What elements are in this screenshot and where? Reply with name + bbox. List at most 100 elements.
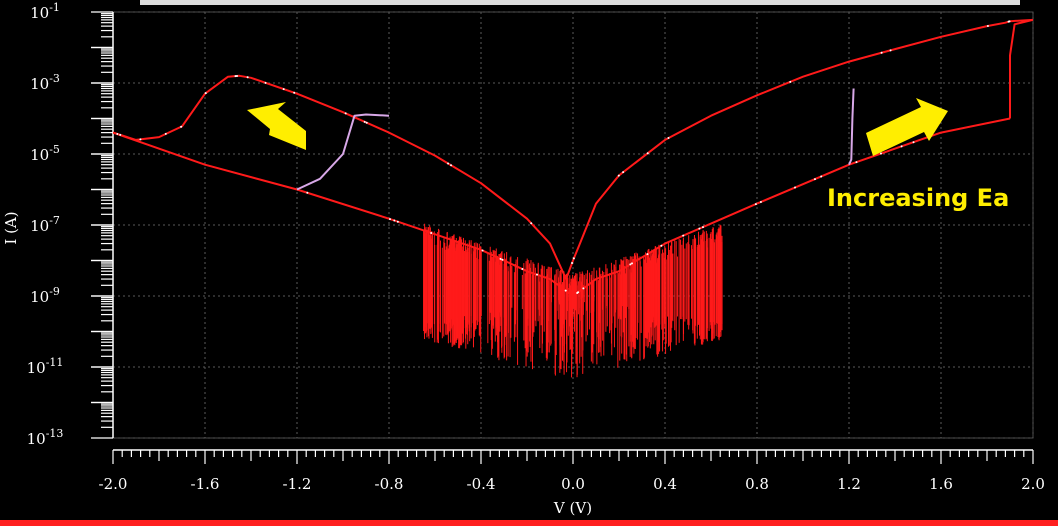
- x-tick-label: 1.2: [837, 475, 861, 493]
- series-line: [296, 113, 390, 191]
- x-tick-label: -0.4: [467, 475, 496, 493]
- y-tick-base: 10: [30, 4, 49, 22]
- y-tick-exponent: -7: [49, 214, 60, 227]
- y-tick-label: 10-1: [30, 1, 60, 22]
- data-marker: [631, 262, 633, 265]
- data-marker: [582, 287, 585, 290]
- data-marker: [880, 51, 883, 54]
- x-tick-label: 0.8: [745, 475, 769, 493]
- y-tick-exponent: -5: [49, 143, 60, 156]
- data-marker: [629, 263, 632, 266]
- data-marker: [617, 174, 620, 177]
- data-marker: [293, 91, 296, 94]
- y-tick-label: 10-11: [27, 356, 64, 377]
- data-marker: [912, 141, 915, 144]
- data-marker: [622, 171, 625, 174]
- data-marker: [646, 253, 649, 256]
- data-marker: [754, 203, 757, 206]
- data-marker: [246, 76, 249, 79]
- data-marker: [789, 80, 792, 83]
- data-marker: [430, 231, 433, 234]
- data-marker: [499, 257, 502, 260]
- x-tick-label: 1.6: [929, 475, 953, 493]
- data-marker: [889, 49, 892, 52]
- data-marker: [1007, 20, 1010, 23]
- data-marker: [234, 75, 237, 78]
- y-tick-label: 10-5: [30, 143, 60, 164]
- data-marker: [646, 152, 649, 155]
- x-tick-label: 0.4: [653, 475, 677, 493]
- arrow-right-icon: [866, 98, 948, 156]
- data-marker: [660, 244, 663, 247]
- data-marker: [879, 152, 882, 155]
- y-tick-exponent: -1: [49, 1, 60, 14]
- y-tick-exponent: -3: [49, 72, 60, 85]
- data-marker: [393, 219, 396, 222]
- x-tick-label: -1.2: [283, 475, 312, 493]
- data-marker: [572, 257, 575, 260]
- data-marker: [139, 138, 142, 141]
- data-marker: [577, 291, 580, 294]
- x-axis-title: V (V): [553, 499, 592, 517]
- y-tick-label: 10-7: [30, 214, 60, 235]
- data-marker: [682, 234, 685, 237]
- data-marker: [235, 74, 238, 77]
- annotation-increasing-ea: Increasing Ea: [827, 184, 1009, 212]
- y-tick-exponent: -9: [49, 285, 60, 298]
- data-marker: [180, 125, 183, 128]
- y-tick-exponent: -11: [46, 356, 64, 369]
- y-tick-base: 10: [30, 217, 49, 235]
- data-marker: [536, 273, 539, 276]
- y-tick-base: 10: [30, 75, 49, 93]
- data-marker: [481, 249, 484, 252]
- data-marker: [264, 81, 267, 84]
- data-marker: [820, 175, 823, 178]
- data-marker: [396, 220, 399, 223]
- data-marker: [204, 92, 207, 95]
- y-tick-base: 10: [27, 430, 46, 448]
- x-tick-label: -2.0: [99, 475, 128, 493]
- data-marker: [306, 191, 309, 194]
- x-tick-label: -1.6: [191, 475, 220, 493]
- data-marker: [119, 133, 122, 136]
- data-marker: [900, 145, 903, 148]
- data-marker: [571, 262, 574, 265]
- arrow-left-icon: [247, 102, 306, 150]
- y-tick-label: 10-9: [30, 285, 60, 306]
- y-axis-title: I (A): [2, 211, 20, 244]
- x-tick-label: 0.0: [561, 475, 585, 493]
- data-marker: [759, 200, 762, 203]
- y-tick-base: 10: [30, 146, 49, 164]
- data-marker: [521, 268, 524, 271]
- data-marker: [344, 112, 347, 115]
- y-tick-base: 10: [30, 288, 49, 306]
- data-marker: [986, 24, 989, 27]
- x-tick-labels: -2.0 -1.6 -1.2 -0.8 -0.4 0.0 0.4 0.8 1.2 1.6 2.0: [99, 475, 1045, 493]
- y-tick-base: 10: [27, 359, 46, 377]
- y-minor-ticks: [91, 11, 113, 439]
- data-marker: [365, 121, 368, 124]
- data-marker: [450, 164, 453, 167]
- data-marker: [388, 218, 391, 221]
- series-line: [113, 131, 298, 191]
- data-marker: [701, 226, 704, 229]
- y-tick-exponent: -13: [46, 427, 64, 440]
- series-line: [1009, 18, 1033, 119]
- data-marker: [855, 161, 858, 164]
- x-minor-ticks: [112, 450, 1034, 464]
- series-layer: [113, 18, 1033, 378]
- x-tick-label: 2.0: [1021, 475, 1045, 493]
- data-marker: [794, 186, 797, 189]
- data-marker: [667, 137, 670, 140]
- data-marker: [530, 222, 533, 225]
- data-marker: [282, 88, 285, 91]
- bottom-accent-bar: [0, 520, 1058, 526]
- data-marker: [363, 120, 366, 123]
- top-panel-edge: [140, 0, 1020, 5]
- data-marker: [501, 258, 504, 261]
- series-line: [848, 88, 855, 166]
- data-marker: [564, 289, 567, 292]
- y-tick-label: 10-3: [30, 72, 60, 93]
